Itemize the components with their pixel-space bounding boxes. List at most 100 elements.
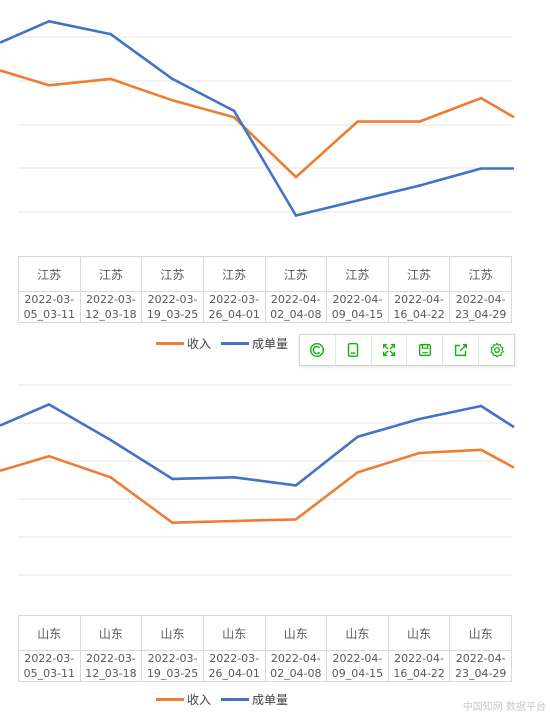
week-label-line2: 23_04-29: [454, 308, 507, 321]
week-label-line2: 26_04-01: [208, 308, 260, 321]
week-label-line1: 2022-03-: [147, 293, 198, 306]
data-point-s1-7[interactable]: [479, 167, 483, 170]
week-label: 2022-04- 23_04-29: [449, 291, 512, 323]
save-image-icon: [418, 343, 432, 357]
week-label: 2022-03- 12_03-18: [79, 291, 143, 323]
region-label: 江苏: [202, 256, 266, 292]
data-point-s0-7[interactable]: [479, 448, 483, 452]
data-point-s1-0[interactable]: [47, 403, 51, 406]
data-point-s1-2[interactable]: [171, 477, 174, 481]
plot-area-jiangsu: [0, 20, 515, 217]
data-point-s1-2[interactable]: [171, 77, 174, 81]
week-label-line2: 26_04-01: [208, 667, 260, 680]
week-label: 2022-04- 09_04-15: [326, 650, 389, 682]
legend-item-1[interactable]: 成单量: [221, 335, 288, 352]
week-label-line1: 2022-04-: [455, 652, 506, 665]
settings-button[interactable]: [479, 335, 514, 365]
legend-swatch: [221, 341, 250, 345]
legend-label: 收入: [187, 336, 212, 351]
data-view-button[interactable]: [336, 335, 372, 365]
week-label-line1: 2022-03-: [85, 293, 136, 306]
data-point-s1-6[interactable]: [418, 417, 421, 421]
week-label-line2: 09_04-15: [331, 308, 384, 321]
week-label-line1: 2022-03-: [24, 652, 75, 665]
region-label: 山东: [79, 615, 143, 651]
chart-panel-shandong: 山东 山东 山东 山东 山东 山东 山东 山东 2022-03- 05_03-11 2022-03-…: [0, 372, 550, 717]
export-icon: [454, 343, 467, 357]
week-row: 2022-03- 05_03-11 2022-03- 12_03-18 2022-03-…: [18, 291, 512, 323]
save-image-button[interactable]: [407, 335, 444, 365]
week-label-line2: 09_04-15: [331, 667, 384, 680]
legend-item-0[interactable]: 收入: [156, 335, 211, 352]
week-label-line2: 16_04-22: [393, 308, 445, 321]
data-point-s0-3[interactable]: [232, 519, 236, 523]
data-point-s1-1[interactable]: [109, 32, 112, 36]
week-label: 2022-04- 16_04-22: [387, 650, 451, 682]
chart-panel-jiangsu: 江苏 江苏 江苏 江苏 江苏 江苏 江苏 江苏 2022-03- 05_03-11 2022-03-…: [0, 20, 515, 352]
data-point-s1-1[interactable]: [109, 438, 112, 442]
fullscreen-icon: [382, 343, 396, 357]
region-label: 山东: [141, 615, 204, 651]
legend-item-1[interactable]: 成单量: [221, 691, 288, 708]
week-label-line1: 2022-03-: [209, 293, 260, 306]
legend-shandong: 收入 成单量: [156, 691, 298, 707]
data-point-s1-7[interactable]: [479, 404, 483, 408]
reset-icon: [310, 342, 325, 358]
data-point-s0-7[interactable]: [479, 96, 483, 100]
week-label: 2022-03- 05_03-11: [18, 291, 81, 323]
week-label-line1: 2022-03-: [209, 652, 260, 665]
week-label-line1: 2022-04-: [394, 293, 445, 306]
week-row: 2022-03- 05_03-11 2022-03- 12_03-18 2022-03-…: [18, 650, 512, 682]
week-label-line2: 02_04-08: [270, 308, 322, 321]
week-label-line1: 2022-04-: [332, 293, 383, 306]
data-point-s0-6[interactable]: [418, 451, 421, 455]
data-point-s1-3[interactable]: [232, 109, 236, 113]
week-label: 2022-04- 23_04-29: [449, 650, 512, 682]
data-point-s0-0[interactable]: [47, 84, 51, 87]
region-label: 江苏: [18, 256, 81, 292]
data-point-s1-6[interactable]: [418, 184, 421, 187]
week-label-line2: 12_03-18: [85, 308, 137, 321]
data-point-s1-5[interactable]: [356, 199, 359, 202]
legend-label: 成单量: [252, 336, 289, 351]
settings-icon: [490, 342, 504, 358]
week-label: 2022-04- 02_04-08: [264, 650, 328, 682]
data-point-s1-3[interactable]: [232, 476, 236, 479]
data-point-s0-1[interactable]: [109, 476, 112, 479]
legend-swatch: [221, 697, 250, 701]
data-point-s0-4[interactable]: [294, 518, 298, 521]
series-line-0: [0, 69, 515, 179]
data-point-s0-3[interactable]: [232, 116, 236, 119]
data-point-s0-5[interactable]: [356, 120, 359, 123]
series-line-0: [0, 448, 515, 524]
legend-item-0[interactable]: 收入: [156, 691, 211, 708]
data-point-s0-2[interactable]: [171, 99, 174, 102]
region-label: 江苏: [326, 256, 389, 292]
fullscreen-button[interactable]: [372, 335, 408, 365]
week-label-line2: 19_03-25: [146, 667, 199, 680]
reset-button[interactable]: [300, 335, 336, 365]
data-point-s0-2[interactable]: [171, 521, 174, 524]
data-point-s1-5[interactable]: [356, 435, 359, 439]
region-label: 山东: [387, 615, 451, 651]
data-point-s0-4[interactable]: [294, 175, 298, 179]
data-point-s1-4[interactable]: [294, 484, 298, 487]
week-label-line1: 2022-04-: [455, 293, 506, 306]
legend-swatch: [156, 341, 184, 345]
week-label-line1: 2022-03-: [85, 652, 136, 665]
data-point-s1-4[interactable]: [294, 214, 298, 217]
data-point-s0-6[interactable]: [418, 120, 421, 123]
week-label-line1: 2022-04-: [270, 293, 321, 306]
data-point-s0-1[interactable]: [109, 77, 112, 81]
week-label-line2: 05_03-11: [23, 308, 76, 321]
region-label: 山东: [449, 615, 512, 651]
data-point-s1-0[interactable]: [47, 20, 51, 23]
series-line-1: [0, 403, 515, 487]
week-label: 2022-04- 16_04-22: [387, 291, 451, 323]
data-point-s0-0[interactable]: [47, 454, 51, 458]
region-row: 山东 山东 山东 山东 山东 山东 山东 山东: [18, 615, 512, 651]
legend-label: 成单量: [252, 692, 289, 707]
data-point-s0-5[interactable]: [356, 471, 359, 474]
region-label: 江苏: [141, 256, 204, 292]
export-button[interactable]: [443, 335, 480, 365]
